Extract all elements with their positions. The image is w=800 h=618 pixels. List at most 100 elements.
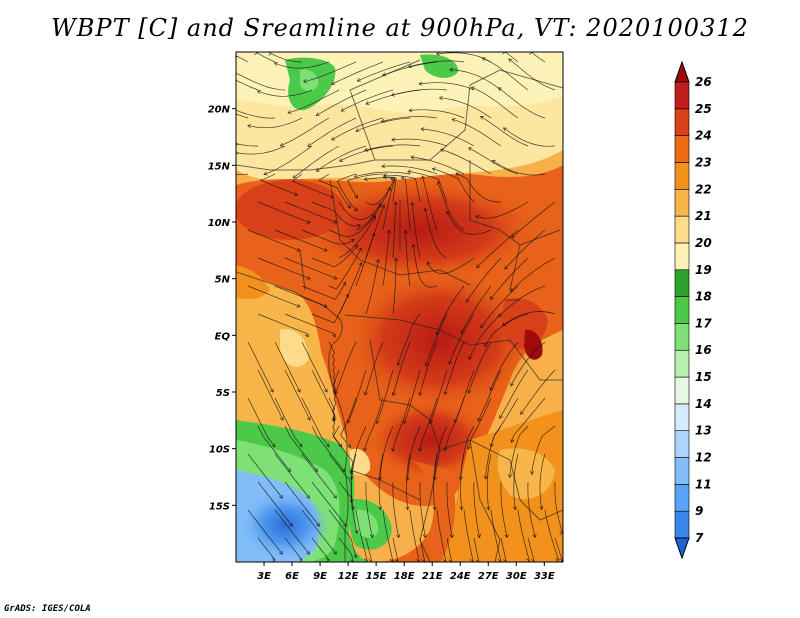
streamline-arrow (363, 147, 369, 152)
streamline (355, 232, 375, 287)
streamline (419, 537, 426, 562)
streamline (376, 369, 394, 424)
streamline (432, 168, 475, 203)
streamline-arrow (347, 204, 351, 209)
streamline-arrow (332, 494, 337, 499)
colorbar-segment (674, 457, 690, 485)
streamline (365, 537, 372, 562)
streamline (486, 453, 492, 510)
colorbar-label: 16 (695, 343, 712, 357)
streamline-arrow (256, 90, 261, 95)
streamline-arrow (410, 155, 415, 160)
field-hot-core-congo (345, 270, 535, 410)
streamline (347, 369, 367, 424)
streamline-arrow (390, 92, 396, 97)
plot-frame (235, 51, 564, 563)
y-tick-label: 5S (216, 388, 230, 399)
streamline (237, 56, 249, 63)
streamline (257, 89, 313, 97)
streamlines (236, 52, 563, 562)
streamline-arrow (353, 207, 358, 212)
streamline-arrow (365, 101, 370, 105)
streamline-arrow (369, 533, 374, 539)
colorbar-label: 23 (695, 155, 712, 169)
streamline-arrow (451, 118, 456, 123)
streamline (468, 397, 492, 450)
streamline (508, 58, 556, 91)
streamline-arrow (333, 275, 338, 280)
colorbar-label: 22 (695, 182, 712, 196)
streamline (257, 537, 276, 561)
streamline (511, 201, 556, 238)
streamline (274, 509, 310, 555)
streamline-arrow (273, 62, 278, 66)
streamline-arrow (279, 142, 284, 147)
x-tick-label: 33E (534, 571, 555, 582)
streamline (411, 202, 421, 259)
streamline (257, 369, 284, 421)
streamline-arrow (296, 388, 301, 393)
streamline (274, 453, 310, 499)
streamline (338, 262, 362, 315)
streamline (347, 173, 384, 199)
x-tick-label: 6E (285, 571, 299, 582)
streamline (482, 57, 529, 91)
colorbar-segment (674, 403, 690, 432)
streamline (401, 177, 411, 231)
streamline (357, 61, 411, 82)
streamline-arrow (254, 52, 258, 56)
streamline-arrow (489, 443, 494, 448)
y-tick-label: 10N (208, 218, 231, 229)
streamline (328, 397, 343, 448)
streamline (539, 453, 546, 510)
streamline-arrow (315, 522, 320, 527)
streamline (247, 341, 274, 393)
streamline-arrow (340, 107, 345, 112)
x-tick-label: 24E (450, 571, 471, 582)
streamline (247, 509, 283, 555)
streamline-arrow (306, 219, 311, 224)
streamline-arrow (442, 559, 447, 562)
streamline (303, 61, 357, 83)
streamline-arrow (377, 476, 383, 481)
colorbar-label: 26 (695, 75, 712, 89)
streamline-arrow (511, 234, 516, 239)
streamline-arrow (481, 57, 486, 62)
streamline-arrow (520, 410, 525, 415)
streamline (392, 258, 397, 315)
streamline (301, 453, 337, 499)
streamline-arrow (486, 506, 491, 511)
streamline (378, 453, 384, 510)
streamline-arrow (418, 391, 423, 396)
streamline (531, 425, 556, 475)
streamline-arrow (504, 534, 509, 539)
streamline (531, 52, 546, 63)
streamline (408, 60, 465, 68)
streamline-arrow (497, 558, 502, 562)
colorbar-segment (674, 242, 690, 271)
streamline (455, 172, 501, 203)
streamline (316, 89, 367, 116)
streamline-arrow (323, 303, 328, 308)
streamline (274, 285, 328, 308)
streamline-arrow (498, 313, 503, 318)
streamline (364, 144, 421, 151)
streamline (391, 138, 448, 147)
streamline-arrow (377, 203, 382, 208)
streamline-arrow (448, 360, 453, 365)
streamline-arrow (391, 137, 396, 142)
streamline (350, 425, 367, 480)
streamline-arrow (393, 201, 398, 206)
streamline-arrow (469, 559, 474, 562)
colorbar-segment (674, 430, 690, 458)
streamline (263, 145, 313, 175)
streamline (301, 509, 337, 555)
streamline (259, 173, 298, 196)
streamline (424, 208, 448, 259)
streamline-arrow (418, 447, 423, 452)
streamline-arrow (305, 494, 310, 499)
streamline-arrow (449, 67, 454, 72)
streamline-arrow (331, 417, 336, 422)
streamline (328, 214, 376, 237)
streamline (340, 397, 357, 448)
